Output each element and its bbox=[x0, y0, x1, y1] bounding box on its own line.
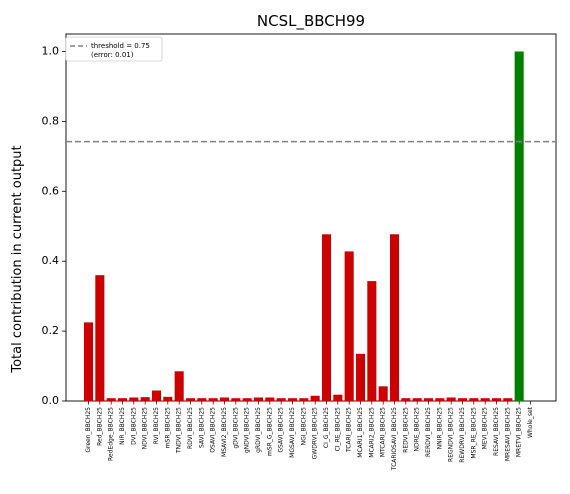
x-tick-label-31: NNIR_BBCH25 bbox=[436, 407, 443, 450]
legend: threshold = 0.75 (error: 0.01) bbox=[65, 36, 163, 62]
bar-32 bbox=[446, 397, 456, 401]
bar-27 bbox=[389, 234, 400, 401]
bar-28 bbox=[401, 398, 411, 401]
x-tick-label-12: MSAVI2_BBCH25 bbox=[221, 407, 228, 457]
bar-21 bbox=[321, 234, 332, 401]
x-tick-label-11: OSAVI_BBCH25 bbox=[210, 407, 217, 453]
x-tick-label-14: gNDVI_BBCH25 bbox=[244, 407, 251, 453]
x-tick-label-18: MGSAVI_BBCH25 bbox=[289, 407, 296, 458]
y-tick-label-0: 0.0 bbox=[42, 394, 60, 407]
bar-1 bbox=[95, 275, 105, 401]
bar-10 bbox=[197, 398, 207, 401]
bar-23 bbox=[344, 251, 354, 401]
x-tick-label-37: MRESAVI_BBCH25 bbox=[504, 407, 511, 461]
x-tick-label-26: MTCARI_BBCH25 bbox=[380, 407, 387, 457]
bar-33 bbox=[457, 398, 468, 401]
x-tick-label-17: GSAVI_BBCH25 bbox=[278, 407, 285, 453]
x-tick-label-36: RESAVI_BBCH25 bbox=[493, 407, 500, 456]
x-tick-label-0: Green_BBCH25 bbox=[85, 407, 92, 453]
y-tick-label-1: 0.2 bbox=[42, 324, 60, 337]
x-tick-label-8: TNDVI_BBCH25 bbox=[176, 407, 183, 454]
bar-17 bbox=[276, 398, 286, 401]
x-tick-label-19: NGI_BBCH25 bbox=[300, 407, 307, 446]
x-tick-label-33: REWDRVI_BBCH25 bbox=[459, 407, 466, 463]
bar-35 bbox=[480, 398, 490, 401]
bar-5 bbox=[140, 397, 150, 401]
chart-title: NCSL_BBCH99 bbox=[257, 12, 365, 31]
x-tick-label-21: CI_G_BBCH25 bbox=[323, 407, 330, 448]
bar-12 bbox=[219, 397, 230, 401]
bar-38 bbox=[514, 51, 524, 401]
plot-area: 0.0 0.2 0.4 0.6 0.8 1.0 Green_BBCH25 Red_BBCH25… bbox=[42, 33, 557, 471]
y-axis-label: Total contribution in current output bbox=[10, 145, 25, 373]
legend-entry-error: (error: 0.01) bbox=[91, 51, 134, 59]
bar-8 bbox=[174, 371, 184, 401]
x-tick-label-32: REGNDVI_BBCH25 bbox=[448, 407, 455, 462]
legend-entry-threshold: threshold = 0.75 bbox=[91, 42, 150, 50]
bar-0 bbox=[83, 322, 94, 401]
bar-29 bbox=[412, 398, 422, 401]
x-tick-label-28: REDVI_BBCH25 bbox=[402, 407, 409, 453]
bar-31 bbox=[435, 398, 445, 401]
x-tick-label-35: MEVI_BBCH25 bbox=[482, 407, 489, 449]
bar-11 bbox=[208, 398, 218, 401]
legend-frame bbox=[65, 36, 163, 62]
bar-15 bbox=[253, 397, 264, 401]
x-tick-label-15: gRDVI_BBCH25 bbox=[255, 407, 262, 453]
bar-26 bbox=[378, 386, 388, 401]
bar-18 bbox=[287, 398, 298, 401]
x-tick-label-2: RedEdge_BBCH25 bbox=[108, 407, 115, 461]
bar-3 bbox=[117, 398, 128, 401]
bar-30 bbox=[423, 398, 434, 401]
x-tick-label-13: gDVI_BBCH25 bbox=[232, 407, 239, 449]
bar-6 bbox=[151, 390, 162, 401]
bar-22 bbox=[333, 394, 343, 401]
bar-2 bbox=[106, 398, 116, 401]
bar-14 bbox=[242, 398, 252, 401]
bar-4 bbox=[129, 397, 139, 401]
axes-frame bbox=[65, 33, 557, 402]
x-tick-label-4: DVI_BBCH25 bbox=[130, 407, 137, 445]
y-tick-label-3: 0.6 bbox=[42, 184, 60, 197]
x-tick-label-6: RVI_BBCH25 bbox=[153, 407, 160, 444]
bar-34 bbox=[469, 398, 479, 401]
bar-7 bbox=[163, 396, 173, 401]
x-tick-label-25: MCARI2_BBCH25 bbox=[368, 407, 375, 458]
bar-24 bbox=[355, 353, 366, 401]
x-tick-label-5: NDVI_BBCH25 bbox=[142, 407, 149, 450]
y-tick-label-4: 0.8 bbox=[42, 114, 60, 127]
bar-13 bbox=[231, 398, 241, 401]
x-tick-label-22: CI_RE_BBCH25 bbox=[334, 407, 341, 452]
x-tick-label-10: SAVI_BBCH25 bbox=[198, 407, 205, 448]
bar-9 bbox=[185, 398, 196, 401]
x-tick-label-16: mSR_G_BBCH25 bbox=[266, 407, 273, 456]
x-tick-label-9: RDVI_BBCH25 bbox=[187, 407, 194, 449]
x-tick-label-39: Whole_set bbox=[527, 406, 534, 438]
x-tick-label-30: RERDVI_BBCH25 bbox=[425, 407, 432, 457]
bar-37 bbox=[503, 398, 513, 401]
bar-36 bbox=[491, 398, 502, 401]
x-tick-label-7: mSR_BBCH25 bbox=[164, 407, 171, 448]
bar-16 bbox=[265, 397, 275, 401]
bar-25 bbox=[367, 281, 377, 401]
x-tick-label-24: MCARI1_BBCH25 bbox=[357, 407, 364, 458]
y-tick-label-5: 1.0 bbox=[42, 44, 60, 57]
bar-20 bbox=[310, 395, 320, 401]
x-tick-label-20: GWDRVI_BBCH25 bbox=[312, 407, 319, 460]
y-tick-label-2: 0.4 bbox=[42, 254, 60, 267]
x-tick-label-1: Red_BBCH25 bbox=[96, 407, 103, 446]
x-tick-label-38: MRETVI_BBCH25 bbox=[516, 407, 523, 457]
x-tick-label-23: TCARI_BBCH25 bbox=[346, 407, 353, 453]
x-tick-label-27: TCARIOSAVI_BBCH25 bbox=[391, 407, 398, 471]
x-tick-label-34: MSR_RE_BBCH25 bbox=[470, 407, 477, 459]
x-tick-label-3: NIR_BBCH25 bbox=[119, 407, 126, 445]
x-tick-label-29: NDRE_BBCH25 bbox=[414, 407, 421, 452]
bar-19 bbox=[299, 398, 309, 401]
